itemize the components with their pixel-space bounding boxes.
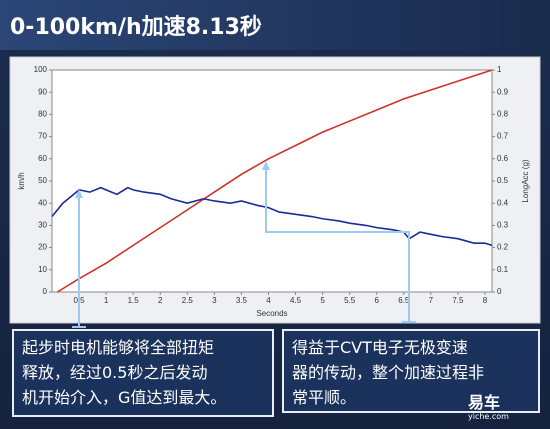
x-tick-label: 2.5: [182, 296, 194, 305]
y-tick-label: 90: [38, 87, 47, 96]
x-tick-label: 1.5: [128, 296, 140, 305]
y-tick-label: 50: [38, 176, 47, 185]
note-line: 常平顺。: [292, 388, 357, 407]
y2-tick-label: 0.6: [497, 154, 509, 163]
note-left: 起步时电机能够将全部扭矩 释放，经过0.5秒之后发动 机开始介入，G值达到最大。: [12, 329, 274, 417]
x-tick-label: 7.5: [452, 296, 464, 305]
x-tick-label: 3: [212, 296, 217, 305]
note-line: 得益于CVT电子无极变速: [292, 338, 468, 357]
note-line: 机开始介入，G值达到最大。: [22, 388, 227, 407]
y2-tick-label: 0.8: [497, 110, 509, 119]
x-tick-label: 7: [429, 296, 434, 305]
x-tick-label: 6: [374, 296, 379, 305]
y-tick-label: 60: [38, 154, 47, 163]
y-axis-label: km/h: [17, 172, 26, 189]
x-tick-label: 3.5: [236, 296, 248, 305]
y2-tick-label: 1: [497, 65, 502, 74]
x-tick-label: 4: [266, 296, 271, 305]
x-tick-label: 8: [483, 296, 488, 305]
plot-area: [51, 69, 493, 293]
logo-name: 易车: [468, 393, 501, 412]
x-tick-label: 5.5: [344, 296, 356, 305]
title: 0-100km/h加速8.13秒: [10, 15, 262, 40]
y-tick-label: 70: [38, 132, 47, 141]
x-tick-label: 4.5: [290, 296, 302, 305]
y2-tick-label: 0.9: [497, 87, 509, 96]
y2-tick-label: 0.2: [497, 243, 509, 252]
y2-axis-label: LongAcc (g): [521, 159, 530, 202]
y-tick-label: 40: [38, 198, 47, 207]
x-tick-label: 0.5: [73, 296, 85, 305]
y2-tick-label: 0.3: [497, 221, 509, 230]
y-tick-label: 20: [38, 243, 47, 252]
note-line: 器的传动，整个加速过程非: [292, 363, 485, 382]
y-tick-label: 30: [38, 221, 47, 230]
data-line: [51, 186, 493, 247]
x-tick-label: 5: [320, 296, 325, 305]
x-tick-label: 1: [104, 296, 109, 305]
x-tick-label: 6.5: [398, 296, 410, 305]
x-axis-label: Seconds: [256, 309, 287, 318]
y-tick-label: 100: [34, 65, 48, 74]
y-tick-label: 10: [38, 265, 47, 274]
header: 0-100km/h加速8.13秒: [0, 0, 550, 50]
note-line: 起步时电机能够将全部扭矩: [22, 338, 215, 357]
note-line: 释放，经过0.5秒之后发动: [22, 363, 208, 382]
y2-tick-label: 0: [497, 287, 502, 296]
y2-tick-label: 0.4: [497, 198, 509, 207]
y-tick-label: 80: [38, 110, 47, 119]
note-right: 得益于CVT电子无极变速 器的传动，整个加速过程非 常平顺。: [282, 329, 540, 413]
y-tick-label: 0: [43, 287, 48, 296]
data-line: [56, 69, 493, 293]
logo-site: yiche.com: [468, 412, 509, 421]
logo: 易车 yiche.com: [468, 394, 509, 422]
y2-tick-label: 0.5: [497, 176, 509, 185]
y2-tick-label: 0.1: [497, 265, 509, 274]
y2-tick-label: 0.7: [497, 132, 509, 141]
x-tick-label: 2: [158, 296, 163, 305]
